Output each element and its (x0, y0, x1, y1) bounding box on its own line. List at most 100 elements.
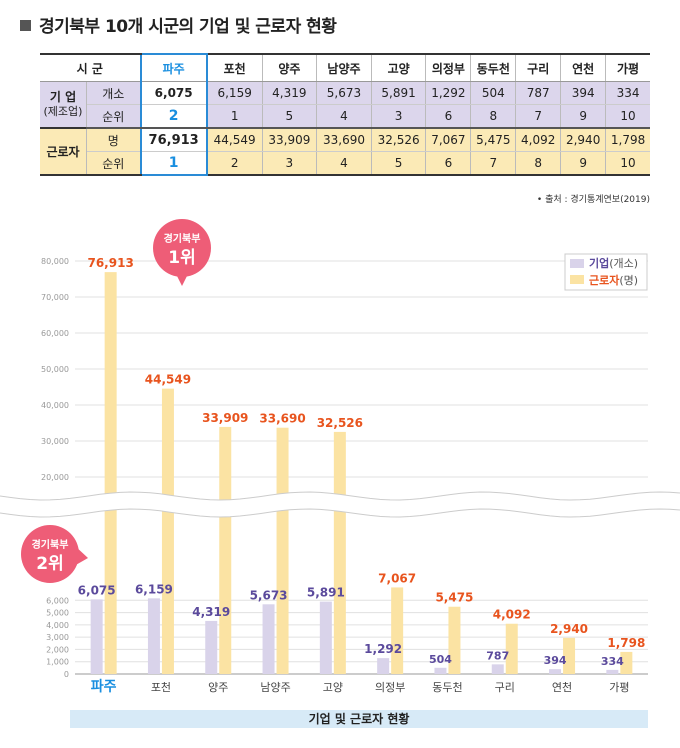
table-cell: 3 (262, 151, 318, 176)
row-label: 개소 (86, 81, 141, 105)
y-tick-label: 3,000 (46, 633, 69, 642)
data-label-business: 504 (429, 653, 452, 666)
data-label-workers: 7,067 (378, 571, 416, 585)
bar-workers (620, 651, 633, 674)
badge-business-line2: 2위 (36, 554, 63, 574)
bar-workers (391, 587, 404, 674)
x-tick-label: 파주 (91, 679, 117, 695)
axis-break-band (0, 492, 680, 517)
legend-swatch-business (570, 259, 584, 268)
table-cell: 1 (206, 104, 263, 129)
bar-workers (448, 606, 461, 674)
badge-workers-circle (153, 219, 211, 277)
table-row-worker-count: 근로자 명 76,913 44,549 33,909 33,690 32,526… (40, 128, 650, 176)
bar-workers (505, 623, 518, 674)
y-tick-label: 1,000 (46, 658, 69, 667)
data-label-workers: 76,913 (87, 256, 133, 270)
table-cell: 5 (262, 104, 318, 129)
data-label-workers: 44,549 (145, 373, 191, 387)
y-tick-label: 70,000 (41, 293, 69, 302)
header-city: 연천 (560, 53, 607, 82)
table-cell: 1,798 (605, 128, 650, 152)
table-cell: 5 (371, 151, 427, 176)
summary-table: 시 군 파주 포천 양주 남양주 고양 의정부 동두천 구리 연천 가평 기 업… (40, 53, 650, 176)
bar-business (90, 599, 103, 674)
table-cell: 4,092 (515, 128, 562, 152)
bar-workers (161, 388, 174, 674)
y-tick-label: 30,000 (41, 437, 69, 446)
x-tick-label: 고양 (323, 681, 343, 694)
x-tick-label: 의정부 (375, 681, 405, 694)
data-label-business: 6,075 (78, 583, 116, 597)
bar-business (491, 664, 504, 674)
legend-label-workers: 근로자(명) (589, 273, 638, 287)
header-label: 시 군 (40, 53, 141, 82)
table-cell: 8 (515, 151, 562, 176)
table-cell: 1,292 (425, 81, 472, 105)
x-tick-label: 포천 (151, 680, 171, 694)
data-label-workers: 33,909 (202, 411, 248, 425)
table-cell: 7 (515, 104, 562, 129)
table-cell: 4 (316, 104, 372, 129)
x-tick-label: 구리 (495, 681, 515, 694)
legend-label-business: 기업(개소) (589, 256, 638, 270)
table-cell: 787 (515, 81, 562, 105)
table-cell: 9 (560, 104, 607, 129)
biz-group-sub: (제조업) (43, 105, 83, 118)
table-cell: 8 (470, 104, 517, 129)
bar-business (549, 669, 562, 674)
source-note: • 출처 : 경기통계연보(2019) (536, 195, 650, 205)
table-row-worker-rank: 순위 1 2 3 4 5 6 7 8 9 10 (40, 151, 650, 176)
bar-workers (333, 431, 346, 674)
square-bullet-icon (20, 20, 31, 31)
data-label-business: 334 (601, 655, 624, 668)
table-cell: 33,690 (316, 128, 372, 152)
table-cell: 334 (605, 81, 650, 105)
x-tick-label: 연천 (552, 680, 572, 694)
table-header-row: 시 군 파주 포천 양주 남양주 고양 의정부 동두천 구리 연천 가평 (40, 53, 650, 82)
x-tick-label: 남양주 (260, 681, 290, 694)
table-cell: 2 (139, 104, 208, 129)
data-label-workers: 2,940 (550, 622, 588, 636)
table-cell: 44,549 (206, 128, 263, 152)
data-label-business: 4,319 (192, 605, 230, 619)
table-cell: 504 (470, 81, 517, 105)
bar-business (147, 598, 160, 674)
row-label: 순위 (86, 104, 141, 129)
badge-business-circle (21, 525, 79, 583)
legend-swatch-workers (570, 275, 584, 284)
row-label: 순위 (86, 151, 141, 176)
y-tick-label: 20,000 (41, 473, 69, 482)
data-label-workers: 1,798 (607, 636, 645, 650)
table-cell: 7 (470, 151, 517, 176)
table-cell: 6 (425, 104, 472, 129)
x-tick-label: 가평 (609, 681, 629, 694)
badge-workers-pointer (176, 274, 188, 286)
data-label-business: 787 (486, 649, 509, 662)
data-label-business: 5,891 (307, 586, 345, 600)
y-tick-label: 6,000 (46, 596, 69, 605)
header-city: 양주 (262, 53, 318, 82)
table-cell: 6,075 (139, 81, 208, 105)
table-cell: 4 (316, 151, 372, 176)
data-label-workers: 33,690 (259, 412, 305, 426)
bar-workers (104, 272, 117, 674)
y-tick-label: 0 (64, 670, 69, 679)
badge-workers-line1: 경기북부 (164, 232, 201, 245)
table-cell: 7,067 (425, 128, 472, 152)
badge-business-pointer (74, 545, 88, 566)
table-cell: 10 (605, 104, 650, 129)
header-city: 포천 (206, 53, 263, 82)
data-label-business: 394 (544, 654, 567, 667)
y-tick-label: 60,000 (41, 329, 69, 338)
bar-workers (563, 637, 576, 674)
header-city: 의정부 (425, 53, 472, 82)
worker-group-label: 근로자 (40, 128, 87, 176)
bar-business (434, 667, 447, 674)
table-cell: 5,475 (470, 128, 517, 152)
table-cell: 4,319 (262, 81, 318, 105)
badge-workers-line2: 1위 (168, 248, 195, 268)
table-cell: 6,159 (206, 81, 263, 105)
table-cell: 10 (605, 151, 650, 176)
